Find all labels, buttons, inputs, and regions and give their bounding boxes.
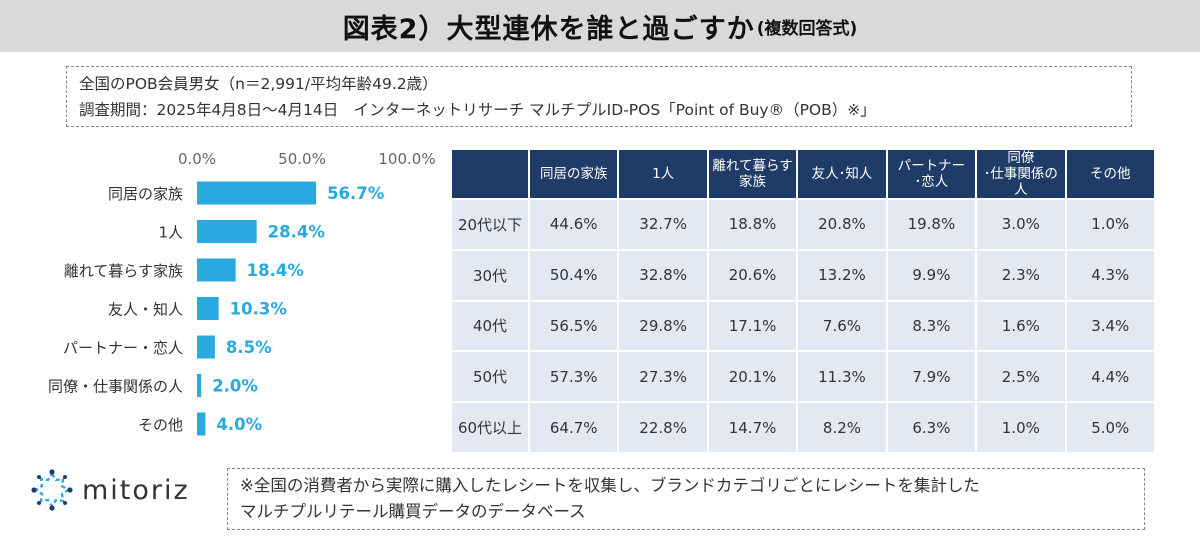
table-cell: 6.3% (885, 401, 978, 454)
category-label: 友人・知人 (108, 301, 183, 319)
table-cell: 2.3% (975, 248, 1067, 302)
bar (197, 335, 215, 359)
category-label: その他 (138, 416, 183, 434)
table-cell: 19.8% (885, 198, 978, 251)
category-label: 同僚・仕事関係の人 (48, 378, 183, 396)
mitoriz-logo-icon (31, 469, 73, 511)
table-cell: 14.7% (706, 401, 799, 454)
row-header: 30代 (450, 248, 530, 302)
category-label: 1人 (158, 224, 183, 242)
footnote-line-1: ※全国の消費者から実際に購入したレシートを収集し、ブランドカテゴリごとにレシート… (240, 476, 980, 495)
bar (197, 412, 206, 436)
table-row: 60代以上 64.7% 22.8% 14.7% 8.2% 6.3% 1.0% 5.0% (450, 401, 1157, 454)
table-cell: 9.9% (885, 248, 978, 302)
bar-chart: 0.0% 50.0% 100.0% 同居の家族 56.7% 1人 28.4% 離れて暮らす家族… (48, 150, 436, 436)
table-cell: 56.5% (527, 299, 620, 353)
category-label: パートナー・恋人 (63, 339, 183, 357)
table-row: 50代 57.3% 27.3% 20.1% 11.3% 7.9% 2.5% 4.4% (450, 350, 1157, 404)
value-label: 18.4% (247, 261, 305, 280)
table-cell: 13.2% (796, 248, 888, 302)
survey-notes: 全国のPOB会員男女（n＝2,991/平均年齢49.2歳） 調査期間：2025年… (66, 66, 1132, 127)
table-cell: 17.1% (706, 299, 799, 353)
table-row: 20代以下 44.6% 32.7% 18.8% 20.8% 19.8% 3.0% 1.0% (450, 198, 1157, 251)
table-cell: 7.9% (885, 350, 978, 404)
value-label: 56.7% (327, 184, 385, 203)
title-bar: 図表2）大型連休を誰と過ごすか (複数回答式) (0, 0, 1200, 52)
table-cell: 4.4% (1064, 350, 1157, 404)
row-header: 40代 (450, 299, 530, 353)
footnote-line-2: マルチプルリテール購買データのデータベース (240, 502, 586, 521)
table-cell: 1.6% (975, 299, 1067, 353)
table-header-row: 同居の家族 1人 離れて暮らす 家族 友人･知人 パートナー ･恋人 同僚 ･仕事関係の人 その他 (450, 148, 1157, 200)
value-label: 4.0% (216, 415, 262, 434)
table-cell: 7.6% (796, 299, 888, 353)
table-cell: 5.0% (1064, 401, 1157, 454)
row-header: 20代以下 (450, 198, 530, 251)
table-cell: 32.7% (617, 198, 709, 251)
table-cell: 2.5% (975, 350, 1067, 404)
table-cell: 29.8% (617, 299, 709, 353)
table-cell: 1.0% (975, 401, 1067, 454)
bar (197, 181, 317, 205)
value-label: 2.0% (212, 377, 258, 396)
value-label: 8.5% (226, 338, 272, 357)
table-cell: 50.4% (527, 248, 620, 302)
table-cell: 32.8% (617, 248, 709, 302)
bar (197, 258, 236, 282)
column-header: 友人･知人 (796, 148, 888, 200)
value-label: 28.4% (268, 223, 326, 242)
survey-notes-line-2: 調査期間：2025年4月8日～4月14日 インターネットリサーチ マルチプルID… (79, 101, 876, 119)
bar (197, 220, 257, 243)
row-header: 50代 (450, 350, 530, 404)
table-corner (450, 148, 530, 200)
column-header: 同居の家族 (527, 148, 620, 200)
table-cell: 22.8% (617, 401, 709, 454)
age-breakdown-table: 同居の家族 1人 離れて暮らす 家族 友人･知人 パートナー ･恋人 同僚 ･仕事関係の人 その他… (450, 148, 1157, 454)
column-header: 1人 (617, 148, 709, 200)
column-header: パートナー ･恋人 (885, 148, 978, 200)
table-cell: 27.3% (617, 350, 709, 404)
table-cell: 8.2% (796, 401, 888, 454)
table-body: 20代以下 44.6% 32.7% 18.8% 20.8% 19.8% 3.0% 1.0% 30… (450, 198, 1157, 454)
x-tick-label: 50.0% (278, 150, 326, 168)
x-tick-label: 0.0% (178, 150, 216, 168)
survey-notes-line-1: 全国のPOB会員男女（n＝2,991/平均年齢49.2歳） (79, 75, 438, 93)
page-subtitle: (複数回答式) (756, 18, 858, 39)
table-cell: 20.6% (706, 248, 799, 302)
mitoriz-logo: mitoriz (30, 462, 220, 518)
bar (197, 297, 219, 320)
table-cell: 20.1% (706, 350, 799, 404)
table-cell: 1.0% (1064, 198, 1157, 251)
logo-text: mitoriz (82, 474, 190, 506)
table-cell: 57.3% (527, 350, 620, 404)
column-header: 離れて暮らす 家族 (706, 148, 799, 200)
row-header: 60代以上 (450, 401, 530, 454)
table-cell: 3.0% (975, 198, 1067, 251)
table-cell: 8.3% (885, 299, 978, 353)
footnote: ※全国の消費者から実際に購入したレシートを収集し、ブランドカテゴリごとにレシート… (227, 468, 1145, 530)
table-cell: 44.6% (527, 198, 620, 251)
table-cell: 18.8% (706, 198, 799, 251)
table-row: 40代 56.5% 29.8% 17.1% 7.6% 8.3% 1.6% 3.4% (450, 299, 1157, 353)
column-header: 同僚 ･仕事関係の人 (975, 148, 1067, 200)
column-header: その他 (1064, 148, 1157, 200)
bar (197, 374, 202, 397)
table-cell: 64.7% (527, 401, 620, 454)
category-label: 離れて暮らす家族 (64, 262, 183, 280)
table-cell: 3.4% (1064, 299, 1157, 353)
table-cell: 4.3% (1064, 248, 1157, 302)
value-label: 10.3% (230, 300, 288, 319)
table-row: 30代 50.4% 32.8% 20.6% 13.2% 9.9% 2.3% 4.3% (450, 248, 1157, 302)
table-cell: 11.3% (796, 350, 888, 404)
x-tick-label: 100.0% (378, 150, 435, 168)
page-title: 図表2）大型連休を誰と過ごすか (342, 13, 755, 45)
category-label: 同居の家族 (108, 185, 183, 203)
table-cell: 20.8% (796, 198, 888, 251)
